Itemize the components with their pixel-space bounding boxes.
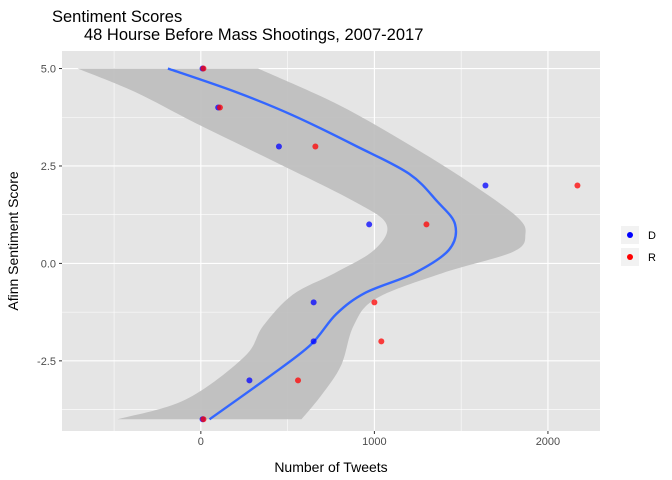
data-point-r [378,338,385,345]
x-tick-label: 1000 [362,436,386,448]
data-point-r [423,221,430,228]
y-tick-label: 2.5 [41,161,56,173]
legend-label-r: R [648,252,656,264]
axis-ticks [59,68,549,434]
smooth-line [167,67,458,421]
legend: DR [621,226,656,266]
y-tick-label: 5.0 [41,64,56,76]
data-point-r [200,65,207,72]
chart-subtitle: 48 Hourse Before Mass Shootings, 2007-20… [84,26,423,44]
legend-swatch-d [627,232,633,238]
x-tick-label: 2000 [536,436,560,448]
data-point-d [246,377,253,384]
y-tick-label: -2.5 [37,356,56,368]
data-point-d [310,299,317,306]
data-point-r [371,299,378,306]
data-point-r [200,416,207,423]
data-point-d [366,221,373,228]
data-point-d [275,143,282,150]
y-tick-label: 0.0 [41,258,56,270]
data-point-d [482,182,489,189]
data-point-r [574,182,581,189]
data-point-d [310,338,317,345]
x-tick-labels: 0 1000 2000 [198,436,560,448]
data-point-r [216,104,223,111]
data-point-r [312,143,319,150]
legend-swatch-r [627,254,633,260]
x-axis-title: Number of Tweets [274,459,387,475]
legend-label-d: D [648,230,656,242]
data-point-r [295,377,302,384]
y-axis-title: Afinn Sentiment Score [5,171,21,311]
chart-title: Sentiment Scores [52,8,182,26]
x-tick-label: 0 [198,436,204,448]
points-layer [199,65,581,423]
y-tick-labels: 5.0 2.5 0.0 -2.5 [37,64,56,368]
confidence-band [77,68,526,420]
